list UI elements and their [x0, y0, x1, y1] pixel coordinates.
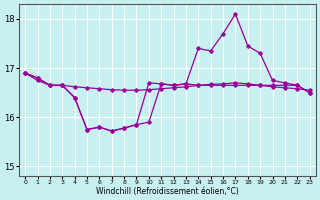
X-axis label: Windchill (Refroidissement éolien,°C): Windchill (Refroidissement éolien,°C) — [96, 187, 239, 196]
